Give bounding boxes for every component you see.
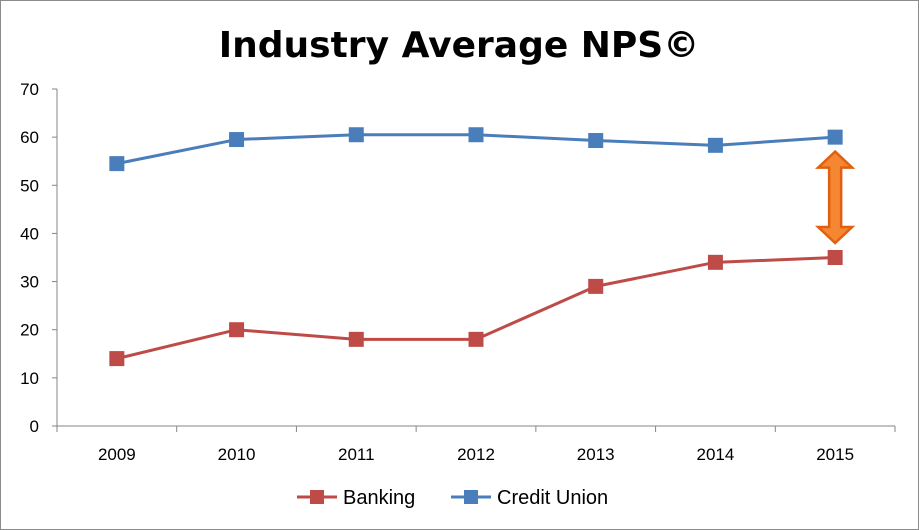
- legend-item: Banking: [297, 487, 415, 509]
- y-tick-label: 50: [20, 176, 39, 195]
- y-tick-label: 0: [30, 417, 39, 436]
- series-banking: [109, 250, 843, 367]
- x-tick-label: 2009: [98, 445, 136, 464]
- y-tick-label: 30: [20, 273, 39, 292]
- data-point: [588, 278, 604, 294]
- legend: Banking Credit Union: [297, 487, 608, 509]
- annotation-layer: [814, 149, 856, 245]
- legend-label: Banking: [343, 487, 415, 509]
- gap-double-arrow: [814, 149, 856, 245]
- data-point: [229, 132, 245, 148]
- data-point: [348, 331, 364, 347]
- legend-marker: [464, 490, 478, 504]
- x-tick-label: 2011: [338, 445, 375, 464]
- data-point: [707, 137, 723, 153]
- y-tick-label: 60: [20, 128, 39, 147]
- legend-marker: [310, 490, 324, 504]
- data-point: [827, 129, 843, 145]
- axes: 0 10 20 30 40 50 60 70 2009 2010 2011 2012 2013 2014 2…: [20, 80, 896, 464]
- y-tick-label: 40: [20, 224, 39, 243]
- data-point: [109, 351, 125, 367]
- x-tick-label: 2013: [577, 445, 615, 464]
- x-tick-label: 2012: [457, 445, 495, 464]
- data-point: [468, 331, 484, 347]
- x-tick-label: 2014: [697, 445, 735, 464]
- data-point: [707, 254, 723, 270]
- x-tick-label: 2015: [816, 445, 854, 464]
- legend-item: Credit Union: [451, 487, 608, 509]
- x-tick-label: 2010: [218, 445, 256, 464]
- data-point: [229, 322, 245, 338]
- series-credit-union: [109, 127, 843, 172]
- data-point: [468, 127, 484, 143]
- data-point: [588, 133, 604, 149]
- data-point: [827, 250, 843, 265]
- y-tick-label: 20: [20, 321, 39, 340]
- y-tick-label: 70: [20, 80, 39, 99]
- y-tick-label: 10: [20, 369, 39, 388]
- series-layer: [109, 127, 843, 367]
- data-point: [348, 127, 364, 143]
- chart-title: Industry Average NPS©: [219, 25, 699, 66]
- legend-label: Credit Union: [497, 487, 608, 509]
- data-point: [109, 156, 125, 172]
